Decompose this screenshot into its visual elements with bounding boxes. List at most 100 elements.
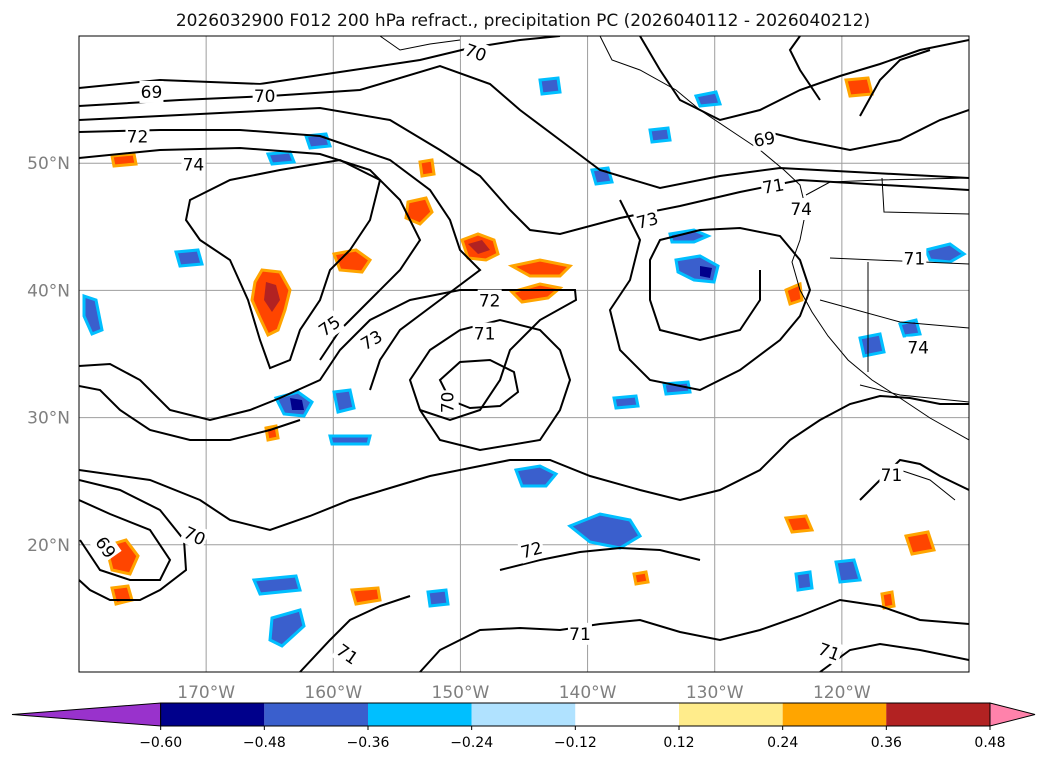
lon-tick-label: 130°W [686,683,744,703]
svg-text:74: 74 [183,155,205,175]
precip-patch-negative [648,126,672,144]
precip-patch-negative [567,512,643,550]
precip-patch-negative [538,76,562,96]
colorbar-tick-labels: −0.60 −0.48 −0.36 −0.24 −0.12 0.12 0.24 0.36 0.4… [139,726,1006,751]
precip-patch-negative [82,293,104,336]
svg-text:69: 69 [752,128,777,151]
precip-patch-positive [331,248,373,274]
precip-patch-positive [418,158,436,178]
precip-patch-negative [328,434,372,446]
precip-patch-positive [784,281,804,306]
precip-patch-positive [468,240,490,254]
contour-label: 71 [814,637,845,667]
precip-patch-negative [265,150,297,166]
contour-label: 72 [477,289,502,312]
colorbar-segment [782,703,887,726]
colorbar-segment [471,703,576,726]
colorbar-segment [679,703,783,726]
precip-patch-negative [174,248,204,268]
svg-text:71: 71 [904,250,926,270]
contour-label: 69 [750,126,779,152]
precip-patch-negative [700,266,712,278]
lat-tick-label: 20°N [27,536,70,556]
colorbar [11,702,1036,727]
precip-patch-positive [509,282,564,304]
contour-label: 71 [567,622,592,645]
svg-text:74: 74 [790,200,812,220]
svg-text:71: 71 [569,625,591,645]
svg-text:69: 69 [141,83,163,103]
precip-patch-negative [290,398,304,410]
precip-patch-positive [264,282,280,312]
precip-patch-negative [693,90,723,108]
precip-patch-positive [350,586,382,606]
precip-patch-positive [904,530,936,556]
latitude-tick-labels: 50°N 40°N 30°N 20°N [27,154,70,556]
refractivity-contours [79,36,969,672]
precip-patch-negative [794,570,814,592]
colorbar-extend-max [989,702,1036,727]
lon-tick-label: 170°W [177,683,235,703]
lon-tick-label: 150°W [432,683,490,703]
svg-text:70: 70 [254,87,276,107]
contour-label: 70 [436,390,459,415]
lat-tick-label: 40°N [27,281,70,301]
longitude-tick-labels: 170°W 160°W 150°W 140°W 130°W 120°W [177,683,871,703]
svg-text:71: 71 [474,325,496,345]
map-frame [78,35,970,673]
lon-tick-label: 160°W [304,683,362,703]
precip-patch-positive [632,570,650,586]
colorbar-extend-min [11,702,162,727]
precip-patch-positive [844,76,874,98]
contour-label: 71 [472,322,497,345]
colorbar-tick-label: −0.24 [450,735,493,751]
contour-label: 70 [460,38,491,67]
svg-text:72: 72 [479,292,501,312]
precip-patch-negative [858,332,886,358]
contour-label: 72 [125,125,150,148]
contour-label: 74 [789,197,814,220]
contour-label: 70 [252,84,277,107]
lon-tick-label: 140°W [559,683,617,703]
lat-tick-label: 50°N [27,154,70,174]
lat-tick-label: 30°N [27,409,70,429]
svg-text:74: 74 [907,339,929,359]
contour-label: 69 [139,80,164,103]
precip-patch-negative [668,228,712,244]
precip-patch-positive [110,584,134,606]
contour-label: 74 [906,336,931,359]
precip-patch-negative [268,608,306,648]
precip-patch-negative [834,558,862,584]
colorbar-segment [368,703,472,726]
precipitation-shading [82,76,967,648]
precip-patch-negative [923,242,967,264]
lon-tick-label: 120°W [813,683,871,703]
precip-patch-positive [507,258,574,278]
chart-title: 2026032900 F012 200 hPa refract., precip… [176,11,870,31]
svg-text:70: 70 [439,392,459,414]
contour-label: 72 [517,536,547,564]
contour-label: 73 [632,206,662,235]
colorbar-tick-label: 0.48 [974,735,1005,751]
colorbar-segment [575,703,679,726]
colorbar-segment [264,703,368,726]
colorbar-tick-label: −0.12 [554,735,597,751]
contour-label: 71 [879,463,904,486]
colorbar-tick-label: 0.36 [871,735,902,751]
contour-label: 71 [759,173,787,200]
svg-text:71: 71 [881,466,903,486]
precip-patch-negative [898,318,922,338]
svg-text:71: 71 [761,175,786,198]
contour-label: 74 [181,153,206,176]
colorbar-tick-label: 0.24 [767,735,798,751]
precip-patch-negative [426,588,450,608]
map-gridlines [79,36,969,672]
svg-text:72: 72 [127,127,149,147]
colorbar-tick-label: −0.36 [347,735,390,751]
precip-patch-positive [110,152,138,168]
precip-patch-negative [612,394,640,410]
coastlines [379,36,969,501]
colorbar-segment [886,703,990,726]
